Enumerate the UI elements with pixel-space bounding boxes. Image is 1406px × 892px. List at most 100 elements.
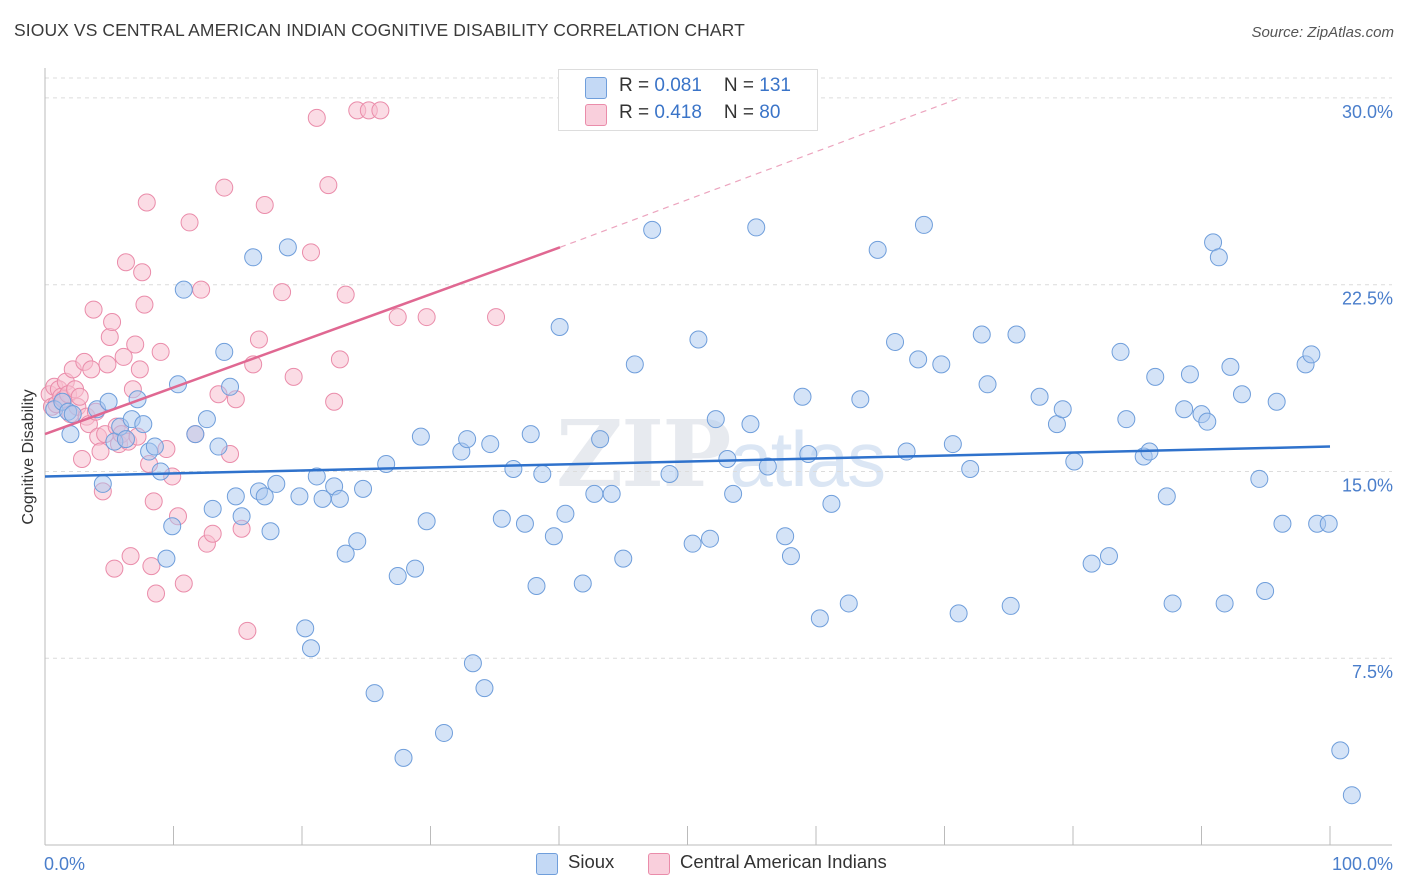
sioux-point: [458, 430, 477, 449]
sioux-legend-label: Sioux: [568, 851, 615, 872]
central-point: [330, 350, 349, 369]
sioux-point: [93, 474, 112, 493]
sioux-point: [961, 459, 980, 478]
sioux-point: [157, 549, 176, 568]
sioux-point: [221, 377, 240, 396]
sioux-point: [602, 484, 621, 503]
central-point: [336, 285, 355, 304]
sioux-point: [747, 218, 766, 237]
central-point: [203, 524, 222, 543]
central-point: [151, 342, 170, 361]
central-point: [487, 308, 506, 327]
sioux-point: [724, 484, 743, 503]
central-point: [180, 213, 199, 232]
sioux-point: [1082, 554, 1101, 573]
sioux-point: [1117, 410, 1136, 429]
central-swatch: [585, 104, 607, 126]
central-point: [371, 101, 390, 120]
central-point: [142, 557, 161, 576]
central-point: [307, 108, 326, 127]
sioux-point: [134, 415, 153, 434]
sioux-n-value: 131: [759, 75, 791, 96]
central-point: [319, 176, 338, 195]
sioux-point: [1209, 248, 1228, 267]
sioux-point: [1111, 342, 1130, 361]
sioux-point: [706, 410, 725, 429]
sioux-point: [585, 484, 604, 503]
sioux-point: [411, 427, 430, 446]
sioux-point: [301, 639, 320, 658]
sioux-point: [463, 654, 482, 673]
sioux-point: [810, 609, 829, 628]
x-tick-label-min: 0.0%: [44, 854, 85, 874]
central-point: [284, 367, 303, 386]
sioux-point: [434, 723, 453, 742]
sioux-point: [417, 512, 436, 531]
sioux-point: [527, 577, 546, 596]
central-trend-line: [44, 246, 561, 436]
sioux-point: [1146, 367, 1165, 386]
central-point: [147, 584, 166, 603]
sioux-point: [544, 527, 563, 546]
watermark-zip: ZIP: [556, 400, 731, 508]
sioux-point: [851, 390, 870, 409]
sioux-point: [793, 387, 812, 406]
sioux-point: [550, 318, 569, 337]
sioux-point: [718, 450, 737, 469]
sioux-point: [1053, 400, 1072, 419]
sioux-point: [481, 435, 500, 454]
central-point: [70, 387, 89, 406]
sioux-point: [186, 425, 205, 444]
sioux-point: [63, 405, 82, 424]
source-credit: Source: ZipAtlas.com: [1251, 24, 1394, 41]
central-point: [417, 308, 436, 327]
sioux-point: [1215, 594, 1234, 613]
sioux-point: [151, 462, 170, 481]
sioux-point: [689, 330, 708, 349]
sioux-point: [145, 437, 164, 456]
sioux-point: [406, 559, 425, 578]
sioux-point: [116, 430, 135, 449]
y-axis-title: Cognitive Disability: [20, 389, 37, 524]
sioux-point: [290, 487, 309, 506]
sioux-point: [354, 479, 373, 498]
central-point: [133, 263, 152, 282]
sioux-point: [1157, 487, 1176, 506]
sioux-point: [226, 487, 245, 506]
y-tick-label: 15.0%: [1342, 475, 1393, 495]
sioux-point: [1198, 412, 1217, 431]
sioux-point: [504, 459, 523, 478]
sioux-point: [758, 457, 777, 476]
central-point: [215, 178, 234, 197]
central-legend-label: Central American Indians: [680, 851, 887, 872]
sioux-point: [1256, 581, 1275, 600]
central-point: [255, 196, 274, 215]
sioux-point: [683, 534, 702, 553]
central-american-indians-points: [40, 101, 506, 640]
sioux-point: [255, 487, 274, 506]
sioux-point: [278, 238, 297, 257]
central-point: [121, 547, 140, 566]
sioux-point: [700, 529, 719, 548]
central-point: [135, 295, 154, 314]
sioux-point: [203, 499, 222, 518]
central-point: [273, 283, 292, 302]
sioux-point: [267, 474, 286, 493]
sioux-point: [625, 355, 644, 374]
central-point: [103, 313, 122, 332]
sioux-point: [1065, 452, 1084, 471]
central-point: [238, 621, 257, 640]
sioux-point: [174, 280, 193, 299]
central-n-label: N =: [723, 102, 760, 123]
central-point: [325, 392, 344, 411]
sioux-point: [209, 437, 228, 456]
axes: [44, 68, 1392, 846]
central-r-label: R =: [619, 102, 655, 123]
sioux-point: [909, 350, 928, 369]
central-n-value: 80: [759, 102, 781, 123]
sioux-point: [1250, 469, 1269, 488]
central-point: [116, 253, 135, 272]
sioux-point: [261, 522, 280, 541]
sioux-point: [1001, 596, 1020, 615]
sioux-point: [197, 410, 216, 429]
